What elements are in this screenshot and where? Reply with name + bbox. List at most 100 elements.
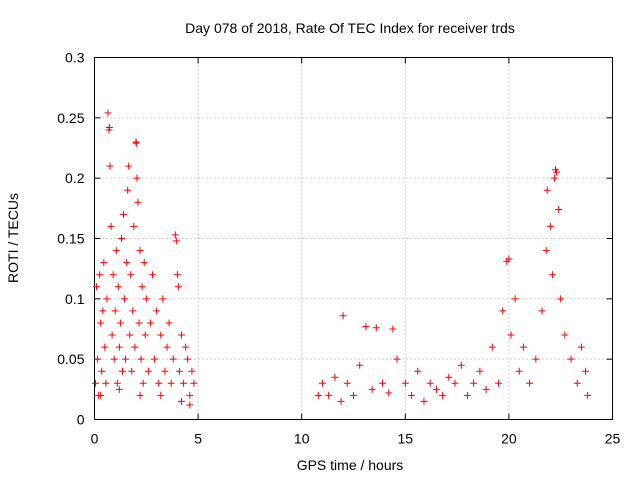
data-point xyxy=(186,391,194,399)
data-point xyxy=(100,259,108,267)
data-point xyxy=(548,271,556,279)
data-point xyxy=(350,391,357,399)
data-point xyxy=(136,247,144,255)
data-point xyxy=(128,367,136,375)
data-point xyxy=(482,385,490,393)
data-point xyxy=(184,355,192,363)
data-point xyxy=(420,397,428,405)
data-point xyxy=(546,222,554,230)
data-point xyxy=(393,355,401,363)
data-point xyxy=(172,237,180,245)
data-point xyxy=(97,319,105,327)
x-tick-label: 20 xyxy=(501,431,517,447)
data-point xyxy=(190,379,198,387)
y-tick-label: 0.25 xyxy=(57,110,84,126)
data-point xyxy=(584,391,592,399)
data-point xyxy=(343,379,351,387)
data-point xyxy=(567,355,575,363)
x-tick-label: 15 xyxy=(398,431,414,447)
data-point xyxy=(543,186,551,194)
data-point xyxy=(414,367,422,375)
data-point xyxy=(123,259,131,267)
data-point xyxy=(457,361,465,369)
data-point xyxy=(141,331,149,339)
data-point xyxy=(111,307,119,315)
data-point xyxy=(182,343,190,351)
data-point xyxy=(463,391,471,399)
data-point xyxy=(532,355,540,363)
data-point xyxy=(582,367,590,375)
data-point xyxy=(136,391,144,399)
data-point xyxy=(155,379,163,387)
data-point xyxy=(144,367,152,375)
grid xyxy=(94,57,613,420)
data-point xyxy=(175,367,183,375)
data-point xyxy=(97,391,105,399)
data-point xyxy=(118,367,126,375)
data-point xyxy=(161,367,169,375)
x-axis-label: GPS time / hours xyxy=(297,457,404,473)
data-point xyxy=(526,379,534,387)
data-point xyxy=(495,379,503,387)
data-point xyxy=(470,379,478,387)
data-point xyxy=(113,379,121,387)
data-point xyxy=(339,312,347,320)
data-point xyxy=(114,283,122,291)
data-point xyxy=(126,331,134,339)
data-point xyxy=(99,307,107,315)
y-tick-label: 0.05 xyxy=(57,351,84,367)
data-point xyxy=(132,139,140,147)
data-point xyxy=(94,355,102,363)
data-point xyxy=(356,361,364,369)
data-point xyxy=(499,307,507,315)
data-point xyxy=(538,307,546,315)
data-point xyxy=(153,307,161,315)
chart-title: Day 078 of 2018, Rate Of TEC Index for r… xyxy=(185,20,515,36)
data-point xyxy=(550,174,558,182)
data-point xyxy=(115,343,123,351)
data-point xyxy=(137,355,145,363)
data-point xyxy=(135,319,143,327)
x-tick-label: 10 xyxy=(294,431,310,447)
data-point xyxy=(337,397,345,405)
data-point xyxy=(165,319,173,327)
data-point xyxy=(169,355,177,363)
data-point xyxy=(426,379,434,387)
data-point xyxy=(101,343,109,351)
data-point xyxy=(104,109,112,117)
y-tick-label: 0.1 xyxy=(65,291,85,307)
data-point xyxy=(561,331,569,339)
data-point xyxy=(577,343,585,351)
data-point xyxy=(122,355,130,363)
data-point xyxy=(174,283,182,291)
data-point xyxy=(178,331,186,339)
data-point xyxy=(515,367,523,375)
data-point xyxy=(159,295,167,303)
data-point xyxy=(368,385,376,393)
data-point xyxy=(372,324,380,332)
data-point xyxy=(151,355,159,363)
data-point xyxy=(92,379,100,387)
data-point xyxy=(129,307,137,315)
data-point xyxy=(488,343,496,351)
data-point xyxy=(362,323,370,331)
data-point xyxy=(127,271,135,279)
data-point xyxy=(180,379,188,387)
data-point xyxy=(98,367,106,375)
data-point xyxy=(149,271,157,279)
data-point xyxy=(115,385,123,393)
data-point xyxy=(331,373,339,381)
data-point xyxy=(142,295,150,303)
data-point xyxy=(146,319,154,327)
data-point xyxy=(553,168,561,176)
data-point xyxy=(130,222,138,230)
data-point xyxy=(110,355,118,363)
data-point xyxy=(112,247,120,255)
data-point xyxy=(318,379,326,387)
data-point xyxy=(451,379,459,387)
data-point xyxy=(140,259,148,267)
data-point xyxy=(519,343,527,351)
data-point xyxy=(314,391,322,399)
data-point xyxy=(401,379,409,387)
